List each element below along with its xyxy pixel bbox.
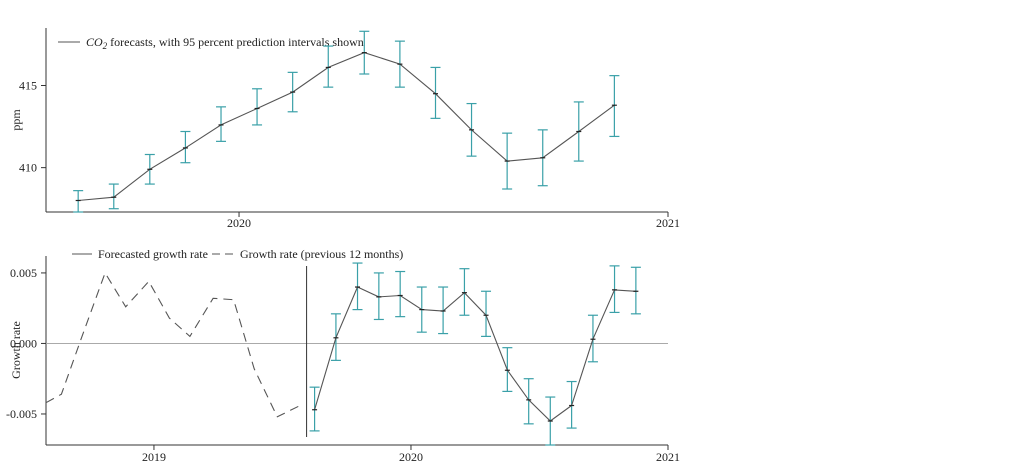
growth-forecast-error-bar xyxy=(481,290,492,337)
legend-previous-growth: Growth rate (previous 12 months) xyxy=(240,247,403,261)
co2-forecast-error-bar xyxy=(216,106,227,142)
legend-forecasted-growth: Forecasted growth rate xyxy=(98,247,208,261)
bottom-y-axis-label: Growth rate xyxy=(9,321,23,379)
growth-forecast-error-bar xyxy=(395,270,406,318)
co2-forecast-error-bar xyxy=(73,190,84,213)
bottom-x-tick-label: 2020 xyxy=(399,450,423,464)
growth-forecast-error-bar xyxy=(630,266,641,315)
growth-forecast-error-bar xyxy=(373,272,384,321)
top-y-axis-label: ppm xyxy=(9,109,23,131)
top-y-tick-label: 415 xyxy=(19,79,37,93)
bottom-x-tick-label: 2019 xyxy=(142,450,166,464)
top-legend-rest: forecasts, with 95 percent prediction in… xyxy=(107,35,364,49)
bottom-x-tick-label: 2021 xyxy=(656,450,680,464)
co2-forecast-error-bar xyxy=(430,66,441,119)
top-y-tick-label: 410 xyxy=(19,161,37,175)
co2-forecast-error-bar xyxy=(323,45,334,88)
top-legend-co: CO xyxy=(86,35,103,49)
top-points xyxy=(75,52,617,202)
co2-forecast-panel: 2020 2021 410 415 ppm CO2 forecasts, with 9… xyxy=(9,28,680,230)
previous-12-months-line xyxy=(45,271,304,418)
top-legend-subscript: 2 xyxy=(103,41,108,51)
co2-forecast-line xyxy=(78,52,615,202)
bottom-legend: Forecasted growth rate Growth rate (prev… xyxy=(72,247,403,261)
top-x-tick-label: 2020 xyxy=(227,216,251,230)
top-legend-text: CO2 forecasts, with 95 percent predictio… xyxy=(86,35,364,51)
bottom-error-bars xyxy=(309,262,641,446)
co2-forecast-error-bar xyxy=(180,130,191,164)
bottom-y-tick-label: 0.005 xyxy=(10,266,37,280)
co2-forecast-error-bar xyxy=(108,183,119,210)
top-legend: CO2 forecasts, with 95 percent predictio… xyxy=(58,35,364,51)
growth-rate-panel: 2019 2020 2021 0.005 0.000 -0.005 Growth rate… xyxy=(6,247,680,464)
growth-forecast-error-bar xyxy=(523,378,534,425)
bottom-y-tick-label: 0.000 xyxy=(10,336,37,350)
bottom-y-tick-label: -0.005 xyxy=(6,407,37,421)
growth-forecast-error-bar xyxy=(609,265,620,314)
top-x-tick-label: 2021 xyxy=(656,216,680,230)
growth-forecast-error-bar xyxy=(352,262,363,311)
top-ticks: 2020 2021 410 415 xyxy=(19,79,680,231)
forecasted-growth-line xyxy=(314,286,636,422)
co2-forecast-error-bar xyxy=(609,75,620,138)
top-error-bars xyxy=(73,30,620,213)
bottom-points xyxy=(312,286,639,422)
co2-forecast-error-bar xyxy=(252,88,263,126)
bottom-ticks: 2019 2020 2021 0.005 0.000 -0.005 xyxy=(6,266,680,464)
